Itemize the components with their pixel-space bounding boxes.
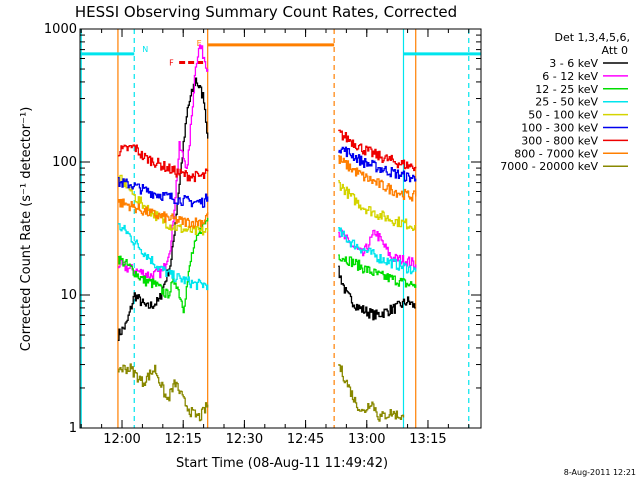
series-line-2-segment-0 [117,217,209,314]
legend-label-3: 25 - 50 keV [535,96,598,109]
y-tick-label-0: 1 [69,421,77,436]
x-tick-label-2: 12:30 [226,432,263,447]
plot-frame [79,28,482,429]
series-line-0-segment-1 [338,265,416,321]
legend-label-7: 800 - 7000 keV [514,147,598,160]
plot-area: N F E [80,29,481,428]
series-line-6-segment-0 [117,144,209,183]
legend-header-line-1: Det 1,3,4,5,6, [554,31,630,44]
legend-label-6: 300 - 800 keV [521,134,598,147]
series-line-7-segment-1 [338,155,417,202]
series-line-0-segment-0 [117,77,209,342]
series-line-3-segment-0 [117,223,209,291]
y-tick-label-1: 10 [60,288,77,303]
x-tick-label-5: 13:15 [409,432,446,447]
chart-title: HESSI Observing Summary Count Rates, Cor… [75,3,457,21]
legend-label-4: 50 - 100 keV [528,109,598,122]
state-bars: N F E [80,39,481,67]
legend-label-8: 7000 - 20000 keV [500,160,598,173]
y-tick-label-2: 100 [52,155,77,170]
state-bar-label-E: E [197,39,202,48]
x-axis-label: Start Time (08-Aug-11 11:49:42) [176,456,388,471]
legend-header-line-2: Att 0 [602,44,628,57]
series-line-6-segment-1 [338,129,417,172]
date-stamp: 8-Aug-2011 12:21 [564,468,636,477]
x-tick-label-4: 13:00 [348,432,385,447]
x-tick-label-1: 12:15 [164,432,201,447]
series-line-2-segment-1 [338,254,417,288]
series-line-7-segment-0 [117,198,209,229]
state-bar-label-N: N [142,45,148,54]
legend-label-2: 12 - 25 keV [535,83,598,96]
legend-label-5: 100 - 300 keV [521,122,598,135]
series-lines [117,44,417,422]
series-line-4-segment-1 [338,179,417,232]
y-axis-label: Corrected Count Rate (s⁻¹ detector⁻¹) [19,107,34,352]
legend-label-1: 6 - 12 keV [542,70,598,83]
x-tick-label-3: 12:45 [287,432,324,447]
x-axis: 12:00 12:15 12:30 12:45 13:00 13:15 [80,29,470,447]
legend-label-0: 3 - 6 keV [549,57,598,70]
series-line-5-segment-1 [338,146,417,183]
series-line-8-segment-0 [117,363,209,422]
state-bar-label-F: F [169,58,174,67]
x-tick-label-0: 12:00 [103,432,140,447]
series-line-8-segment-1 [338,364,405,422]
series-line-5-segment-0 [117,176,209,208]
y-tick-label-3: 1000 [44,22,77,37]
y-axis: 1 10 100 1000 [44,22,481,436]
series-line-3-segment-1 [338,227,417,275]
